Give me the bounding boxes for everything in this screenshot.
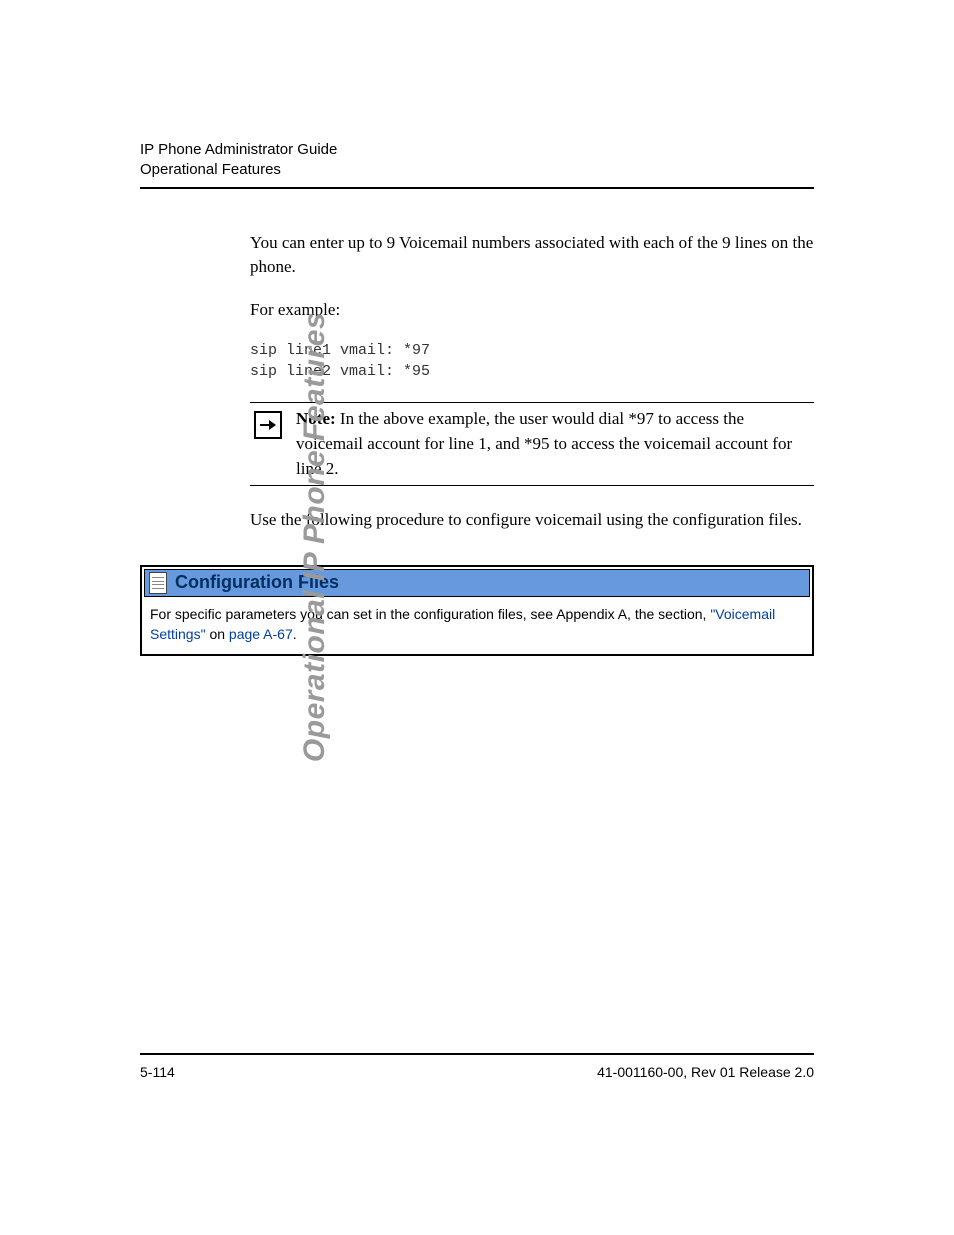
header-line-1: IP Phone Administrator Guide	[140, 140, 814, 160]
config-files-box: Configuration Files For specific paramet…	[140, 565, 814, 656]
config-body-suffix: .	[293, 626, 297, 642]
arrow-right-icon	[254, 411, 282, 439]
footer: 5-114 41-001160-00, Rev 01 Release 2.0	[140, 1064, 814, 1080]
paragraph-example-lead: For example:	[250, 298, 814, 323]
note-box: Note: In the above example, the user wou…	[250, 402, 814, 486]
note-body: In the above example, the user would dia…	[296, 409, 792, 477]
config-body-prefix: For specific parameters you can set in t…	[150, 606, 710, 622]
header-rule	[140, 187, 814, 189]
config-header: Configuration Files	[144, 569, 810, 597]
body-area: You can enter up to 9 Voicemail numbers …	[250, 231, 814, 657]
config-body: For specific parameters you can set in t…	[142, 599, 812, 654]
page-number: 5-114	[140, 1064, 175, 1080]
link-page-a67[interactable]: page A-67	[229, 626, 293, 642]
code-block: sip line1 vmail: *97 sip line2 vmail: *9…	[250, 340, 814, 382]
note-text: Note: In the above example, the user wou…	[296, 407, 814, 481]
running-header: IP Phone Administrator Guide Operational…	[140, 140, 814, 181]
header-line-2: Operational Features	[140, 160, 814, 180]
doc-revision: 41-001160-00, Rev 01 Release 2.0	[597, 1064, 814, 1080]
page: IP Phone Administrator Guide Operational…	[0, 0, 954, 1235]
side-section-label: Operational IP Phone Features	[298, 312, 332, 762]
paragraph-procedure: Use the following procedure to configure…	[250, 508, 814, 533]
config-body-mid: on	[206, 626, 229, 642]
paragraph-intro: You can enter up to 9 Voicemail numbers …	[250, 231, 814, 280]
document-icon	[149, 572, 167, 594]
footer-rule	[140, 1053, 814, 1055]
